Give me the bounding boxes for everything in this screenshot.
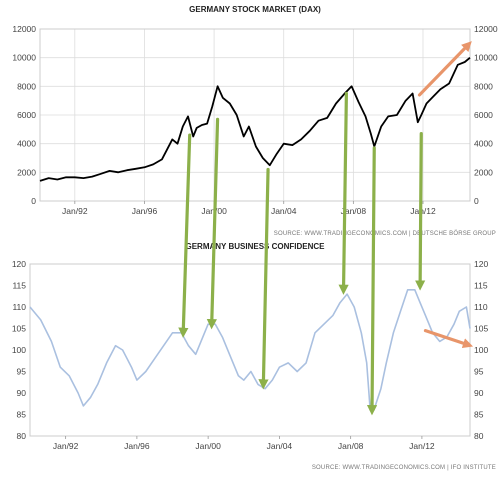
annotation-arrows — [178, 41, 474, 416]
dax-y-tick-label: 0 — [31, 196, 36, 206]
dax-y-tick-label-right: 6000 — [474, 110, 493, 120]
confidence-y-tick-label-right: 90 — [474, 388, 484, 398]
dax-x-tick-label: Jan/04 — [271, 206, 297, 216]
confidence-plot-frame — [29, 263, 471, 437]
confidence-chart: GERMANY BUSINESS CONFIDENCE 80 85 90 95 100 1… — [12, 242, 496, 471]
dax-y-tick-label-right: 0 — [474, 196, 479, 206]
confidence-y-tick-label: 95 — [17, 367, 27, 377]
dax-y-tick-label: 8000 — [17, 81, 36, 91]
dax-chart-title: GERMANY STOCK MARKET (DAX) — [189, 5, 321, 14]
green-arrow-4 — [338, 91, 349, 295]
confidence-y-tick-label-right: 100 — [474, 345, 488, 355]
confidence-y-tick-label: 85 — [17, 410, 27, 420]
dax-y-tick-label-right: 12000 — [474, 24, 498, 34]
dax-grid — [40, 28, 470, 202]
dax-y-tick-label: 2000 — [17, 167, 36, 177]
dax-series-line — [39, 57, 471, 182]
dax-plot-frame — [39, 28, 471, 202]
dax-y-tick-label: 4000 — [17, 139, 36, 149]
confidence-y-tick-label: 120 — [12, 259, 26, 269]
confidence-y-tick-label: 90 — [17, 388, 27, 398]
dax-y-tick-label: 12000 — [12, 24, 36, 34]
confidence-y-tick-label: 110 — [12, 302, 26, 312]
orange-arrow-2 — [423, 329, 474, 349]
confidence-chart-title: GERMANY BUSINESS CONFIDENCE — [186, 242, 326, 251]
confidence-y-tick-label-right: 80 — [474, 431, 484, 441]
confidence-y-tick-label-right: 95 — [474, 367, 484, 377]
dax-chart: GERMANY STOCK MARKET (DAX) 0 2000 4000 6000… — [12, 5, 498, 237]
green-arrow-1 — [178, 133, 192, 338]
dax-x-tick-label: Jan/92 — [62, 206, 88, 216]
confidence-x-tick-label: Jan/92 — [53, 441, 79, 451]
confidence-x-tick-label: Jan/08 — [338, 441, 364, 451]
confidence-y-tick-label-right: 110 — [474, 302, 488, 312]
green-arrow-2 — [206, 117, 220, 330]
confidence-y-tick-label-right: 105 — [474, 324, 488, 334]
confidence-x-tick-label: Jan/96 — [124, 441, 150, 451]
confidence-y-tick-label-right: 120 — [474, 259, 488, 269]
dax-y-axis-left: 0 2000 4000 6000 8000 10000 12000 — [12, 24, 36, 206]
confidence-source: SOURCE: WWW.TRADINGECONOMICS.COM | IFO I… — [312, 465, 496, 471]
dax-y-tick-label-right: 4000 — [474, 139, 493, 149]
dax-x-tick-label: Jan/12 — [410, 206, 436, 216]
dax-y-tick-label: 6000 — [17, 110, 36, 120]
dax-y-tick-label-right: 8000 — [474, 81, 493, 91]
confidence-y-axis-right: 80 85 90 95 100 105 110 115 120 — [474, 259, 488, 441]
confidence-x-tick-label: Jan/00 — [195, 441, 221, 451]
confidence-y-tick-label-right: 85 — [474, 410, 484, 420]
confidence-y-tick-label-right: 115 — [474, 281, 488, 291]
dax-y-tick-label-right: 10000 — [474, 53, 498, 63]
confidence-y-tick-label: 80 — [17, 431, 27, 441]
confidence-y-tick-label: 105 — [12, 324, 26, 334]
confidence-y-tick-label: 100 — [12, 345, 26, 355]
dax-y-tick-label: 10000 — [12, 53, 36, 63]
confidence-x-axis: Jan/92 Jan/96 Jan/00 Jan/04 Jan/08 Jan/12 — [53, 436, 435, 451]
dax-x-tick-label: Jan/96 — [132, 206, 158, 216]
green-arrow-3 — [258, 167, 270, 390]
green-arrow-5 — [366, 146, 378, 416]
dax-source: SOURCE: WWW.TRADINGECONOMICS.COM | DEUTS… — [274, 230, 496, 237]
confidence-y-tick-label: 115 — [12, 281, 26, 291]
confidence-y-axis-left: 80 85 90 95 100 105 110 115 120 — [12, 259, 26, 441]
dax-y-axis-right: 0 2000 4000 6000 8000 10000 12000 — [474, 24, 498, 206]
orange-arrow-1 — [417, 41, 472, 97]
confidence-x-tick-label: Jan/12 — [409, 441, 435, 451]
dax-x-tick-label: Jan/08 — [341, 206, 367, 216]
dax-y-tick-label-right: 2000 — [474, 167, 493, 177]
confidence-x-tick-label: Jan/04 — [267, 441, 293, 451]
confidence-series-line — [29, 289, 471, 411]
green-arrow-6 — [415, 132, 426, 291]
